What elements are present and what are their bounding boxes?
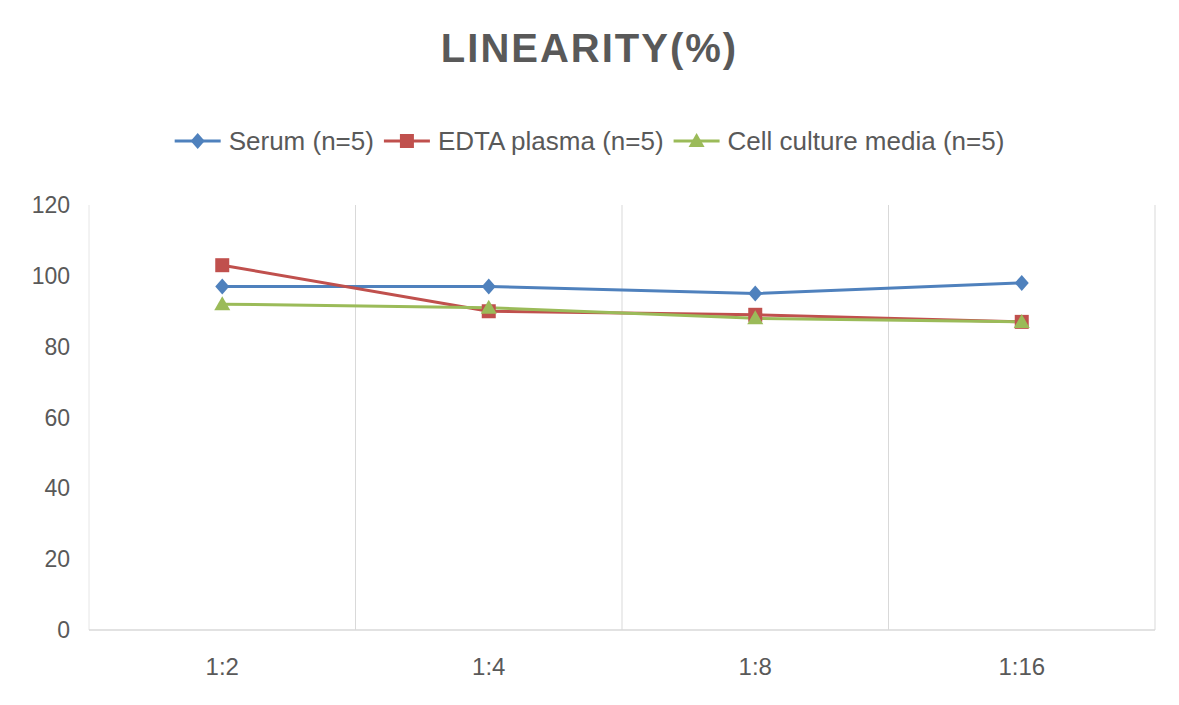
- series-line: [222, 304, 1022, 322]
- grid-line: [355, 205, 356, 630]
- legend-label: Serum (n=5): [229, 126, 374, 156]
- grid-line: [1155, 205, 1156, 630]
- legend-marker: [191, 133, 205, 149]
- point: [748, 286, 762, 302]
- y-tick: [85, 417, 89, 418]
- point: [747, 310, 763, 324]
- y-tick: [85, 346, 89, 347]
- legend-label: EDTA plasma (n=5): [438, 126, 664, 156]
- y-tick-label: 120: [32, 192, 70, 218]
- y-tick-label: 60: [44, 405, 70, 431]
- point: [214, 296, 230, 310]
- point: [215, 258, 229, 272]
- point: [1015, 315, 1029, 329]
- legend-label: Cell culture media (n=5): [728, 126, 1005, 156]
- legend-marker: [400, 134, 414, 148]
- plot-area: [214, 258, 1030, 329]
- y-tick: [85, 630, 89, 631]
- title: LINEARITY(%): [441, 26, 738, 70]
- point: [481, 300, 497, 314]
- x-tick-label: 1:2: [206, 653, 239, 680]
- legend-item: EDTA plasma (n=5): [384, 126, 664, 156]
- legend-item: Serum (n=5): [175, 126, 374, 156]
- x-axis: [89, 629, 1155, 631]
- y-tick: [85, 488, 89, 489]
- grid-line: [888, 205, 889, 630]
- y-tick-label: 0: [57, 617, 70, 643]
- x-tick-label: 1:8: [739, 653, 772, 680]
- y-tick-label: 20: [44, 546, 70, 572]
- y-tick-label: 80: [44, 334, 70, 360]
- y-tick-label: 40: [44, 475, 70, 501]
- point: [1015, 275, 1029, 291]
- point: [215, 278, 229, 294]
- x-tick-label: 1:4: [472, 653, 505, 680]
- y-tick: [85, 205, 89, 206]
- y-tick: [85, 275, 89, 276]
- legend-item: Cell culture media (n=5): [674, 126, 1005, 156]
- legend: Serum (n=5) EDTA plasma (n=5) Cell culture…: [175, 126, 1005, 156]
- legend-marker: [689, 133, 705, 147]
- series-line: [222, 265, 1022, 322]
- y-tick-label: 100: [32, 263, 70, 289]
- point: [482, 278, 496, 294]
- grid-line: [622, 205, 623, 630]
- point: [1014, 314, 1030, 328]
- chart: LINEARITY(%) 0 20 40 60 80 100 120 1:2 1:4 1:8 1:16…: [0, 0, 1179, 705]
- y-tick: [85, 559, 89, 560]
- x-tick-label: 1:16: [998, 653, 1045, 680]
